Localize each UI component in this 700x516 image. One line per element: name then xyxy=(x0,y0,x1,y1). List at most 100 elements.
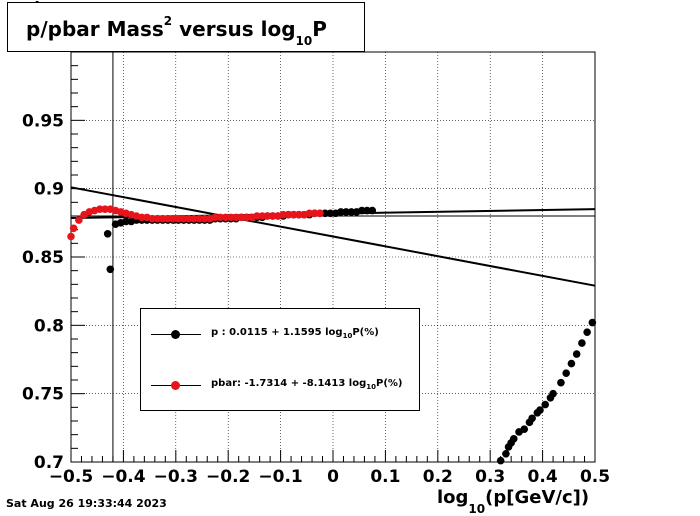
p-data-point xyxy=(549,389,557,398)
pbar-data-point xyxy=(164,214,172,223)
legend-label-p-end: P(%) xyxy=(352,327,379,338)
p-data-point xyxy=(363,206,371,215)
p-data-point xyxy=(578,339,586,347)
p-data-point xyxy=(562,369,570,377)
legend-entry-p: p : 0.0115 + 1.1595 log10P(%) xyxy=(141,324,419,344)
x-tick-label: −0.4 xyxy=(101,467,146,487)
p-data-point xyxy=(321,209,329,218)
legend-label-p-main: p : 0.0115 + 1.1595 log xyxy=(211,327,343,338)
chart-title: p/pbar Mass2 versus log10P xyxy=(26,14,327,48)
pbar-data-point xyxy=(258,212,267,220)
pbar-data-point xyxy=(316,209,324,218)
legend: p : 0.0115 + 1.1595 log10P(%) pbar: -1.7… xyxy=(140,308,420,411)
pbar-data-point xyxy=(227,213,235,222)
pbar-data-point xyxy=(253,212,261,220)
p-data-point xyxy=(541,400,550,409)
p-data-point xyxy=(347,208,356,216)
p-data-point xyxy=(326,209,335,218)
y-tick-label: 0.95 xyxy=(22,111,64,131)
p-data-point xyxy=(520,425,529,434)
legend-label-pbar: pbar: -1.7314 + -8.1413 log10P(%) xyxy=(211,378,402,391)
pbar-data-point xyxy=(158,214,167,223)
pbar-data-point xyxy=(305,209,314,218)
pbar-data-point xyxy=(148,214,157,223)
p-data-point xyxy=(337,208,345,216)
pbar-data-point xyxy=(179,214,188,223)
p-data-point xyxy=(502,450,510,458)
x-tick-label: −0.3 xyxy=(154,467,198,487)
p-data-point xyxy=(557,378,565,387)
y-tick-label: 0.7 xyxy=(34,453,64,473)
pbar-data-point xyxy=(211,213,219,222)
legend-label-pbar-sub: 10 xyxy=(366,383,376,391)
pbar-data-point xyxy=(169,214,177,223)
pbar-data-point xyxy=(190,214,198,223)
pbar-data-point xyxy=(221,213,230,222)
p-data-point xyxy=(122,217,130,226)
pbar-data-point xyxy=(67,232,75,241)
legend-marker-pbar xyxy=(171,381,180,390)
legend-label-p-sub: 10 xyxy=(342,332,353,340)
pbar-data-point xyxy=(96,205,104,213)
title-end: P xyxy=(312,17,327,41)
pbar-data-point xyxy=(69,224,78,233)
pbar-data-point xyxy=(284,210,293,219)
pbar-data-point xyxy=(242,213,251,222)
title-mid: versus log xyxy=(172,17,296,41)
legend-label-p: p : 0.0115 + 1.1595 log10P(%) xyxy=(211,327,379,340)
tick-labels: −0.5 −0.4 −0.3 −0.2 −0.1 0 0.1 0.2 0.3 0.4 0.5 0.7 0… xyxy=(22,111,610,487)
x-tick-label: −0.5 xyxy=(49,467,93,487)
legend-marker-p xyxy=(171,330,180,339)
legend-entry-pbar: pbar: -1.7314 + -8.1413 log10P(%) xyxy=(141,375,419,395)
p-data-point xyxy=(572,350,581,358)
legend-label-pbar-end: P(%) xyxy=(375,378,403,389)
y-tick-label: 0.85 xyxy=(22,248,64,268)
pbar-data-point xyxy=(137,213,146,222)
x-tick-label: −0.1 xyxy=(258,467,302,487)
x-tick-label: 0.2 xyxy=(423,467,453,487)
p-data-point xyxy=(509,434,518,443)
x-tick-label: −0.2 xyxy=(206,467,250,487)
pbar-data-point xyxy=(174,214,183,223)
pbar-data-point xyxy=(195,214,204,223)
p-data-point xyxy=(536,406,544,414)
x-tick-label: 0.5 xyxy=(580,467,610,487)
p-data-point xyxy=(103,229,112,238)
axis-layer xyxy=(70,51,596,463)
y-tick-label: 0.8 xyxy=(34,316,64,336)
x-axis-title: log10(p[GeV/c]) xyxy=(437,487,590,516)
pbar-data-point xyxy=(75,216,83,224)
title-sub: 10 xyxy=(295,34,313,48)
x-tick-label: 0.4 xyxy=(528,467,558,487)
p-data-point xyxy=(496,456,505,465)
legend-label-pbar-main: pbar: -1.7314 + -8.1413 log xyxy=(211,378,367,389)
pbar-data-point xyxy=(268,212,277,220)
pbar-data-point xyxy=(153,214,162,223)
x-axis-title-sub: 10 xyxy=(468,501,486,516)
pbar-data-point xyxy=(279,210,288,219)
p-data-point xyxy=(583,328,591,336)
title-sup: 2 xyxy=(163,14,173,29)
y-tick-label: 0.75 xyxy=(22,385,64,405)
x-axis-title-main: log xyxy=(437,487,469,508)
pbar-data-point xyxy=(237,213,246,222)
x-axis-title-end: (p[GeV/c]) xyxy=(485,487,590,508)
pbar-data-point xyxy=(185,214,193,223)
pbar-data-point xyxy=(263,212,272,220)
pbar-data-point xyxy=(101,205,109,213)
pbar-data-point xyxy=(295,210,303,219)
pbar-data-point xyxy=(232,213,240,222)
title-main: p/pbar Mass xyxy=(26,17,164,41)
pbar-data-point xyxy=(216,213,225,222)
chart-title-box: p/pbar Mass2 versus log10P xyxy=(7,2,365,52)
data-points xyxy=(67,205,597,465)
x-tick-label: 0.3 xyxy=(475,467,505,487)
pbar-data-point xyxy=(310,209,319,218)
y-tick-label: 0.9 xyxy=(34,180,64,200)
x-tick-label: 0 xyxy=(327,467,339,487)
x-tick-label: 0.1 xyxy=(370,467,400,487)
pbar-data-point xyxy=(200,214,209,223)
p-data-point xyxy=(368,206,377,215)
p-data-point xyxy=(588,318,597,327)
pbar-data-point xyxy=(289,210,298,219)
